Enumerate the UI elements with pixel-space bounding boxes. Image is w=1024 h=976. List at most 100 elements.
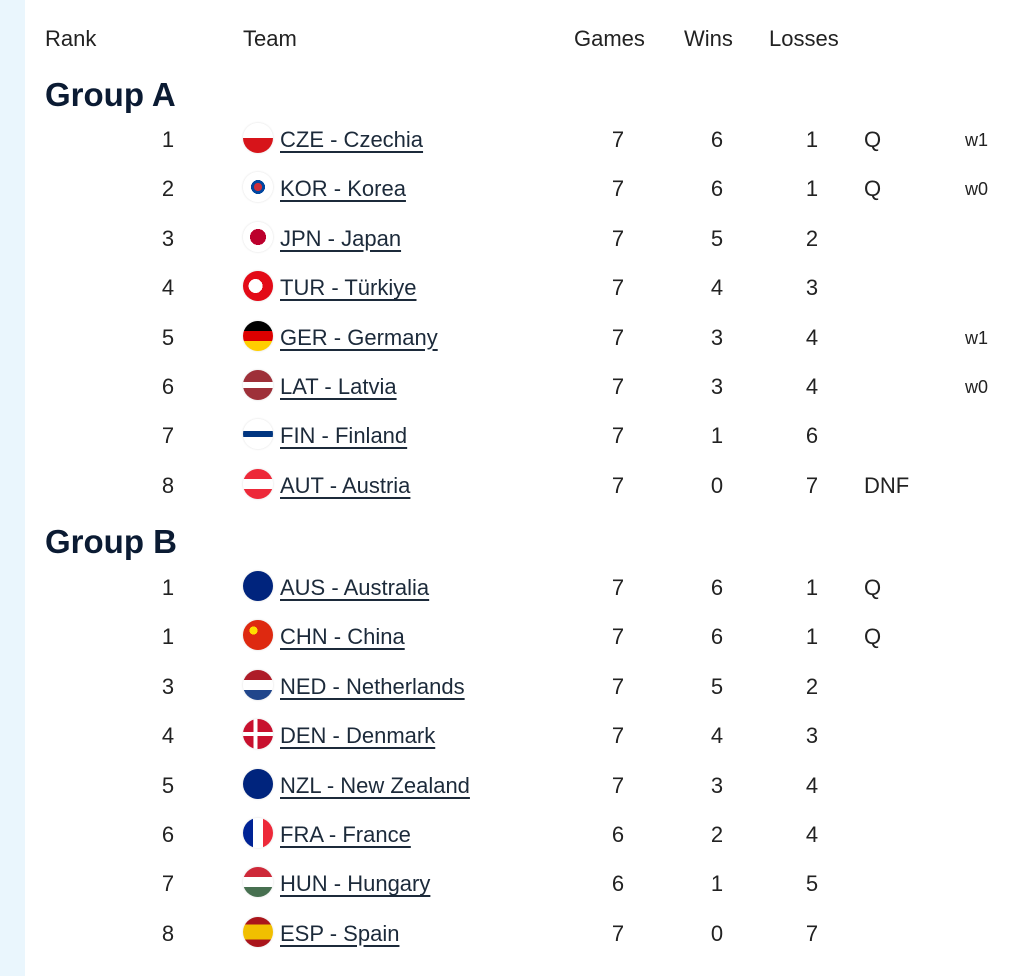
team-link[interactable]: FRA - France <box>280 822 411 847</box>
table-row: 4 TUR - Türkiye 7 4 3 <box>0 267 1024 307</box>
header-team[interactable]: Team <box>243 26 297 51</box>
team-link[interactable]: DEN - Denmark <box>280 723 436 749</box>
qualification-cell: Q <box>864 127 882 152</box>
team-link[interactable]: HUN - Hungary <box>280 871 431 897</box>
rank-cell: 1 <box>161 624 175 650</box>
team-link[interactable]: NED - Netherlands <box>280 673 465 699</box>
losses-cell: 3 <box>805 723 819 749</box>
qualification-cell: DNF <box>864 472 910 498</box>
games-cell: 7 <box>611 374 625 399</box>
team-link[interactable]: TUR - Türkiye <box>280 275 417 301</box>
games-cell: 7 <box>611 723 625 749</box>
table-row: 5 GER - Germany 7 3 4 w1 <box>0 317 1024 357</box>
losses-cell: 1 <box>805 624 819 650</box>
rank-cell: 4 <box>161 275 175 301</box>
losses-cell: 3 <box>805 275 819 301</box>
qualification-cell: Q <box>864 624 882 650</box>
flag-icon <box>243 271 273 302</box>
header-losses[interactable]: Losses <box>769 26 839 51</box>
flag-icon <box>243 571 273 601</box>
wins-cell: 3 <box>710 772 724 798</box>
games-cell: 7 <box>611 225 625 251</box>
losses-cell: 4 <box>805 822 819 847</box>
team-link[interactable]: LAT - Latvia <box>280 374 397 399</box>
games-cell: 7 <box>611 472 625 498</box>
team-link[interactable]: KOR - Korea <box>280 176 406 202</box>
team-link[interactable]: JPN - Japan <box>280 225 402 251</box>
table-row: 5 NZL - New Zealand 7 3 4 <box>0 765 1024 805</box>
group-heading: Group A <box>45 76 176 113</box>
team-link[interactable]: NZL - New Zealand <box>280 772 470 798</box>
rank-cell: 5 <box>161 324 175 350</box>
flag-icon <box>243 719 273 750</box>
losses-cell: 7 <box>805 472 819 498</box>
team-link[interactable]: CHN - China <box>280 624 405 650</box>
flag-icon <box>243 370 273 400</box>
rank-cell: 1 <box>161 127 175 152</box>
losses-cell: 1 <box>805 127 819 152</box>
games-cell: 7 <box>611 575 625 600</box>
wins-cell: 4 <box>710 275 724 301</box>
losses-cell: 4 <box>805 324 819 350</box>
games-cell: 6 <box>611 871 625 897</box>
games-cell: 7 <box>611 624 625 650</box>
table-row: 8 AUT - Austria 7 0 7 DNF <box>0 465 1024 505</box>
team-link[interactable]: ESP - Spain <box>280 920 400 946</box>
flag-icon <box>243 916 273 947</box>
losses-cell: 2 <box>805 225 819 251</box>
games-cell: 7 <box>611 673 625 699</box>
flag-icon <box>243 768 273 799</box>
wins-cell: 4 <box>710 723 724 749</box>
table-row: 8 ESP - Spain 7 0 7 <box>0 913 1024 953</box>
team-link[interactable]: CZE - Czechia <box>280 127 424 152</box>
rank-cell: 3 <box>161 225 175 251</box>
wins-cell: 3 <box>710 374 724 399</box>
games-cell: 7 <box>611 772 625 798</box>
rank-cell: 5 <box>161 772 175 798</box>
table-row: 6 FRA - France 6 2 4 <box>0 814 1024 854</box>
wins-cell: 6 <box>710 575 724 600</box>
table-row: 7 HUN - Hungary 6 1 5 <box>0 863 1024 903</box>
table-row: 3 NED - Netherlands 7 5 2 <box>0 666 1024 706</box>
note-cell: w0 <box>965 377 989 397</box>
team-link[interactable]: AUT - Austria <box>280 472 411 498</box>
wins-cell: 5 <box>710 225 724 251</box>
rank-cell: 8 <box>161 472 175 498</box>
wins-cell: 5 <box>710 673 724 699</box>
flag-icon <box>243 620 273 651</box>
games-cell: 7 <box>611 275 625 301</box>
group-heading: Group B <box>45 523 177 560</box>
flag-icon <box>243 123 273 153</box>
header-wins[interactable]: Wins <box>684 26 733 51</box>
rank-cell: 4 <box>161 723 175 749</box>
games-cell: 7 <box>611 423 625 449</box>
flag-icon <box>243 818 273 848</box>
wins-cell: 2 <box>710 822 724 847</box>
rank-cell: 6 <box>161 822 175 847</box>
left-sidebar-strip <box>0 0 25 976</box>
flag-icon <box>243 669 273 700</box>
wins-cell: 6 <box>710 624 724 650</box>
wins-cell: 1 <box>710 423 724 449</box>
wins-cell: 6 <box>710 127 724 152</box>
team-link[interactable]: AUS - Australia <box>280 575 430 600</box>
team-link[interactable]: FIN - Finland <box>280 423 408 449</box>
table-row: 4 DEN - Denmark 7 4 3 <box>0 715 1024 755</box>
flag-icon <box>243 221 273 252</box>
team-link[interactable]: GER - Germany <box>280 324 438 350</box>
header-games[interactable]: Games <box>574 26 645 51</box>
flag-icon <box>243 867 273 898</box>
wins-cell: 3 <box>710 324 724 350</box>
rank-cell: 1 <box>161 575 175 600</box>
losses-cell: 6 <box>805 423 819 449</box>
losses-cell: 7 <box>805 920 819 946</box>
flag-icon <box>243 320 273 351</box>
rank-cell: 7 <box>161 423 175 449</box>
header-rank[interactable]: Rank <box>45 26 97 51</box>
table-row: 3 JPN - Japan 7 5 2 <box>0 218 1024 258</box>
note-cell: w1 <box>965 327 989 348</box>
rank-cell: 3 <box>161 673 175 699</box>
losses-cell: 4 <box>805 772 819 798</box>
